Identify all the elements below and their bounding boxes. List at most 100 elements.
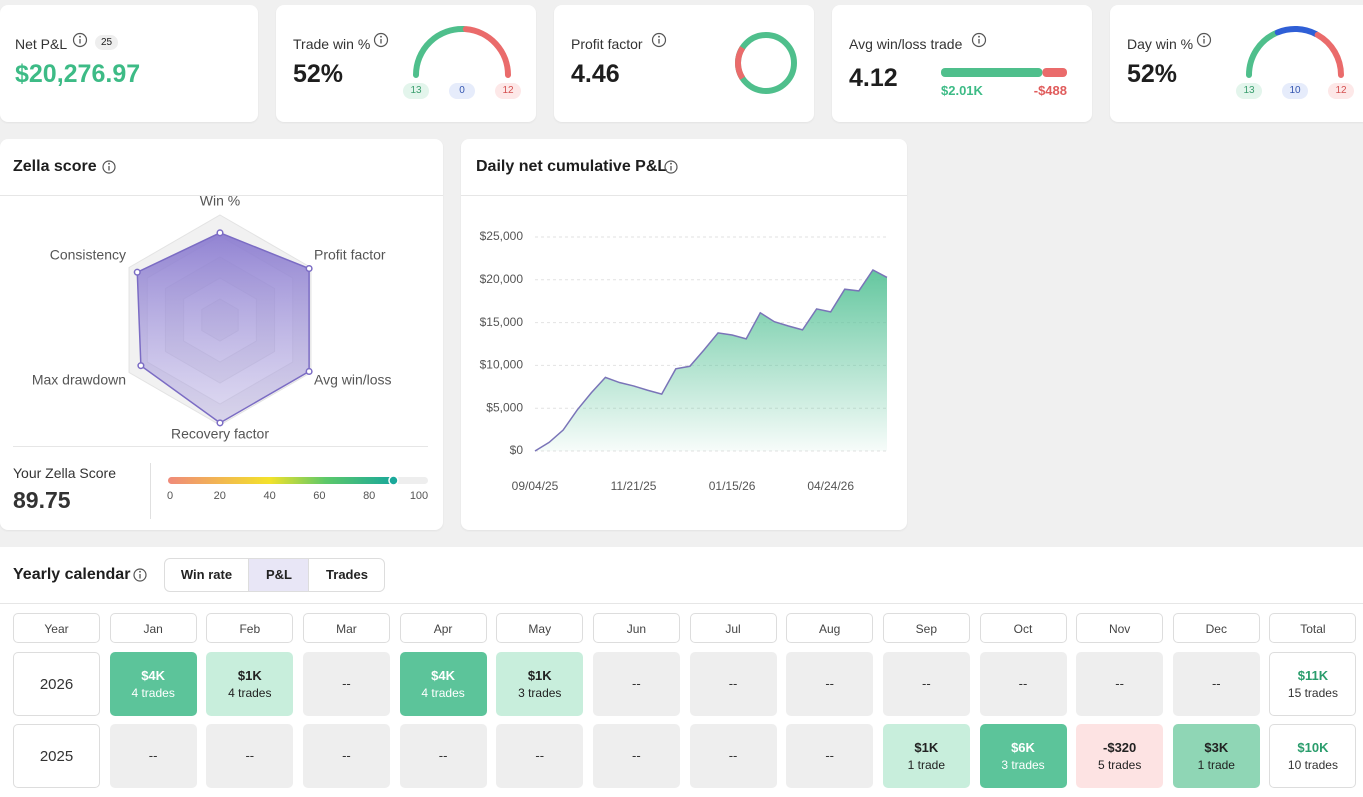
- header-cell: Dec: [1172, 613, 1260, 643]
- month-cell: $4K 4 trades: [109, 652, 197, 716]
- tab[interactable]: Win rate: [180, 567, 233, 582]
- year-cell: 2025: [13, 724, 100, 788]
- cell-trades: 5 trades: [1097, 758, 1142, 772]
- cell-pnl: --: [1211, 676, 1221, 691]
- tab[interactable]: Trades: [308, 559, 384, 591]
- cell-pnl: $1K: [914, 740, 939, 755]
- header-cell: Oct: [979, 613, 1067, 643]
- cell-pnl: $1K: [527, 668, 552, 683]
- month-cell: $3K 1 trade: [1172, 724, 1260, 788]
- loss-label: -$488: [1033, 83, 1067, 98]
- score-label: Your Zella Score: [13, 465, 116, 481]
- cell-pnl: $1K: [237, 668, 262, 683]
- cell-pnl: --: [1115, 676, 1124, 691]
- cell-pnl: $4K: [141, 668, 166, 683]
- day-win-value: 52%: [1127, 60, 1178, 88]
- cell-pnl: --: [825, 676, 835, 691]
- avg-win-loss-card: Avg win/loss trade 4.12 $2.01K -$488: [832, 5, 1092, 122]
- cell-pnl: --: [1018, 676, 1028, 691]
- divider: [0, 195, 443, 196]
- header-cell: Nov: [1076, 613, 1164, 643]
- card-title: Zella score: [13, 158, 97, 175]
- month-cell: $1K 3 trades: [496, 652, 584, 716]
- cell-pnl: --: [922, 676, 931, 691]
- month-cell: --: [399, 724, 487, 788]
- total-pnl: $11K: [1297, 668, 1329, 683]
- year-cell: 2026: [13, 652, 100, 716]
- month-cell: --: [1172, 652, 1260, 716]
- month-cell: --: [302, 724, 390, 788]
- win-label: $2.01K: [941, 83, 983, 98]
- trade-win-value: 52%: [293, 60, 344, 88]
- month-cell: --: [592, 724, 680, 788]
- header-cell: Mar: [302, 613, 390, 643]
- header-cell: Apr: [399, 613, 487, 643]
- tab[interactable]: P&L: [248, 559, 309, 591]
- divider: [13, 446, 428, 447]
- count-badge: 0: [449, 83, 475, 99]
- month-cell: --: [786, 724, 874, 788]
- label: Day win %: [1127, 36, 1194, 52]
- cell-pnl: $3K: [1204, 740, 1229, 755]
- month-cell: $1K 4 trades: [206, 652, 294, 716]
- cell-trades: 1 trade: [907, 758, 946, 772]
- cell-pnl: --: [342, 676, 351, 691]
- cell-pnl: --: [438, 748, 448, 763]
- total-cell: $11K 15 trades: [1269, 652, 1357, 716]
- day-win-card: Day win % 52%: [1110, 5, 1363, 122]
- month-cell: --: [689, 652, 777, 716]
- profit-factor-card: Profit factor 4.46: [554, 5, 814, 122]
- cell-trades: 4 trades: [228, 686, 272, 700]
- total-pnl: $10K: [1297, 740, 1329, 755]
- header-cell: Jun: [592, 613, 680, 643]
- cell-trades: 3 trades: [1001, 758, 1045, 772]
- month-cell: -$320 5 trades: [1076, 724, 1164, 788]
- score-value: 89.75: [13, 487, 71, 513]
- cumulative-card: Daily net cumulative P&L: [461, 139, 907, 530]
- header-cell: Aug: [786, 613, 874, 643]
- header-cell: Feb: [206, 613, 294, 643]
- count-badge: 13: [403, 83, 429, 99]
- month-cell: --: [786, 652, 874, 716]
- label: Net P&L: [15, 36, 68, 52]
- cell-pnl: --: [728, 748, 738, 763]
- cell-pnl: -$320: [1103, 740, 1137, 755]
- total-cell: $10K 10 trades: [1269, 724, 1357, 788]
- cell-trades: 1 trade: [1197, 758, 1235, 772]
- month-cell: --: [496, 724, 584, 788]
- cell-trades: 4 trades: [421, 686, 465, 700]
- header-cell: May: [496, 613, 584, 643]
- total-trades: 10 trades: [1287, 758, 1338, 772]
- month-cell: --: [592, 652, 680, 716]
- divider: [0, 603, 1363, 604]
- count-badge: 12: [495, 83, 521, 99]
- cell-trades: 4 trades: [131, 686, 175, 700]
- label: Profit factor: [571, 36, 643, 52]
- cell-pnl: --: [632, 676, 641, 691]
- cell-pnl: --: [728, 676, 738, 691]
- month-cell: $1K 1 trade: [882, 724, 970, 788]
- header-cell: Jul: [689, 613, 777, 643]
- count-badge: 12: [1328, 83, 1354, 99]
- cell-pnl: --: [632, 748, 641, 763]
- cell-trades: 3 trades: [518, 686, 562, 700]
- zella-card: Zella score Your Zella Score 89.75: [0, 139, 443, 530]
- month-cell: --: [979, 652, 1067, 716]
- profit-factor-value: 4.46: [571, 60, 620, 88]
- count-badge: 10: [1282, 83, 1308, 99]
- cell-pnl: --: [148, 748, 158, 763]
- cell-pnl: --: [245, 748, 255, 763]
- header-cell: Sep: [882, 613, 970, 643]
- header-cell: Total: [1269, 613, 1357, 643]
- cell-pnl: $6K: [1011, 740, 1035, 755]
- net-pnl-value: $20,276.97: [15, 60, 141, 88]
- trade-win-card: Trade win % 52%: [276, 5, 536, 122]
- month-cell: --: [689, 724, 777, 788]
- month-cell: --: [206, 724, 294, 788]
- net-pnl-card: Net P&L 25 $20,276.97: [0, 5, 258, 122]
- card-title: Daily net cumulative P&L: [476, 158, 668, 175]
- month-cell: --: [109, 724, 197, 788]
- total-trades: 15 trades: [1287, 686, 1338, 700]
- divider: [150, 463, 151, 519]
